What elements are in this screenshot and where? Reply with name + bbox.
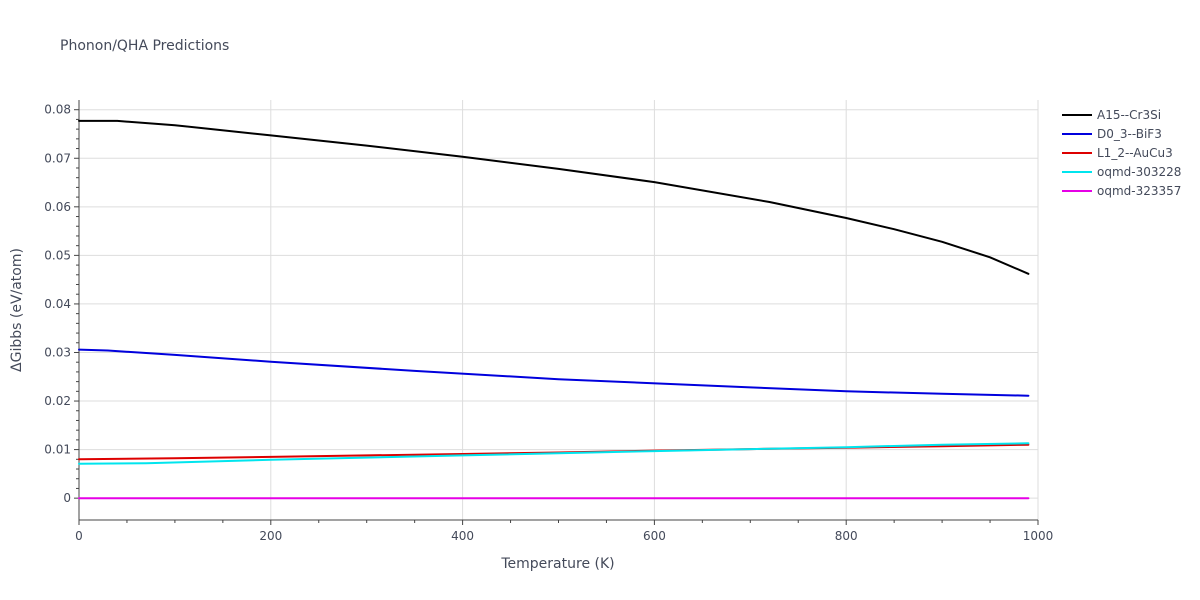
y-tick-label: 0: [63, 491, 71, 505]
legend-label: A15--Cr3Si: [1097, 108, 1161, 122]
y-tick-label: 0.07: [44, 151, 71, 165]
x-tick-label: 400: [451, 529, 474, 543]
legend-label: L1_2--AuCu3: [1097, 146, 1173, 160]
y-tick-label: 0.01: [44, 443, 71, 457]
y-tick-label: 0.06: [44, 200, 71, 214]
y-axis-label: ΔGibbs (eV/atom): [9, 248, 25, 372]
series-line-0: [78, 119, 1030, 275]
legend[interactable]: A15--Cr3Si D0_3--BiF3 L1_2--AuCu3 oqmd-3032…: [1062, 108, 1181, 198]
y-tick-label: 0.02: [44, 394, 71, 408]
y-tick-label: 0.08: [44, 103, 71, 117]
x-axis-label: Temperature (K): [500, 556, 614, 572]
legend-label: oqmd-323357: [1097, 184, 1181, 198]
chart-title: Phonon/QHA Predictions: [60, 38, 229, 54]
series-line-1: [78, 348, 1030, 397]
x-tick-label: 200: [259, 529, 282, 543]
x-tick-label: 600: [643, 529, 666, 543]
axes-layer: 0 200 400 600 800 1000 0 0.01 0.02 0.03 0.04 0.05 0.…: [44, 100, 1053, 543]
y-tick-label: 0.04: [44, 297, 71, 311]
x-tick-label: 0: [75, 529, 83, 543]
x-tick-label: 1000: [1023, 529, 1054, 543]
legend-label: oqmd-303228: [1097, 165, 1181, 179]
x-tick-label: 800: [835, 529, 858, 543]
legend-item-3[interactable]: oqmd-303228: [1062, 165, 1181, 179]
legend-item-4[interactable]: oqmd-323357: [1062, 184, 1181, 198]
y-tick-label: 0.05: [44, 248, 71, 262]
series-layer: [78, 119, 1030, 500]
legend-item-1[interactable]: D0_3--BiF3: [1062, 127, 1162, 141]
legend-item-0[interactable]: A15--Cr3Si: [1062, 108, 1161, 122]
y-tick-label: 0.03: [44, 345, 71, 359]
series-line-3: [78, 442, 1030, 465]
legend-label: D0_3--BiF3: [1097, 127, 1162, 141]
legend-item-2[interactable]: L1_2--AuCu3: [1062, 146, 1173, 160]
